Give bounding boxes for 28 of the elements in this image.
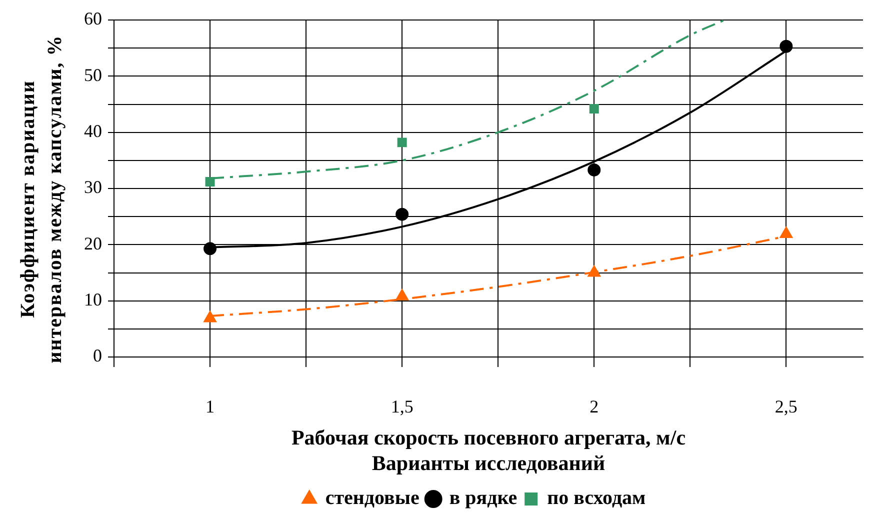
- y-tick-label: 0: [93, 346, 102, 366]
- legend-label: по всходам: [547, 487, 646, 510]
- point: [588, 265, 601, 277]
- point: [204, 242, 217, 256]
- y-tick-label: 30: [84, 177, 102, 198]
- point: [203, 310, 217, 322]
- legend-label: в рядке: [449, 487, 518, 510]
- y-axis-title: Коэффициент вариации интервалов между капсулами, %: [16, 34, 67, 366]
- point: [397, 138, 407, 148]
- point: [205, 177, 215, 187]
- point: [780, 226, 793, 238]
- point: [589, 104, 599, 114]
- x-axis-title: Рабочая скорость посевного агрегата, м/с: [291, 426, 686, 450]
- y-tick-label: 50: [84, 64, 102, 85]
- y-tick-label: 60: [84, 8, 102, 29]
- point: [588, 163, 601, 176]
- point: [780, 40, 793, 53]
- point: [396, 208, 409, 221]
- y-tick-label: 40: [84, 121, 102, 142]
- y-tick-label: 20: [84, 233, 102, 254]
- text: Варианты исследований: [372, 450, 606, 475]
- x-tick-label: 2: [590, 396, 599, 417]
- x-tick-label: 1: [206, 396, 215, 417]
- point: [396, 288, 409, 300]
- x-tick-label: 1,5: [390, 396, 414, 417]
- legend-label: стендовые: [325, 487, 420, 510]
- x-tick-label: 2,5: [774, 396, 798, 417]
- y-tick-label: 10: [84, 290, 102, 310]
